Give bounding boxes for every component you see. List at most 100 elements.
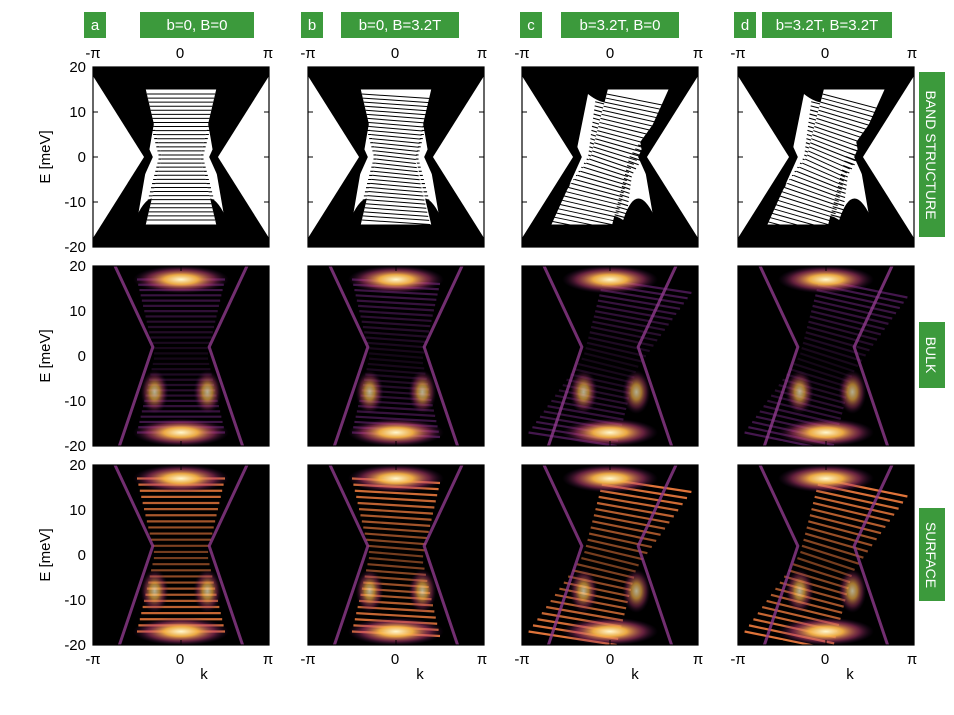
panel-b-bulk-spectral-line xyxy=(365,336,427,344)
tick-a-top-neg-pi: -π xyxy=(85,45,100,62)
panel-d-band-subband-line xyxy=(807,150,850,170)
panel-d-bulk-lobe-left xyxy=(785,370,814,414)
ytick-label-surface-3: -10 xyxy=(64,592,86,609)
panel-c-bulk-lobe-left xyxy=(569,370,598,414)
panel-c-title: b=3.2T, B=0 xyxy=(580,17,661,34)
panel-d-surface-spectral-line xyxy=(797,557,852,578)
panel-d-band-subband-line xyxy=(806,154,848,174)
tick-a-bot-pi: π xyxy=(263,651,273,668)
panel-d-band-subband-line xyxy=(811,138,859,158)
panel-b-band-subband-line xyxy=(366,113,426,120)
panel-d-surface-wing-r xyxy=(852,465,894,645)
row-label-bulk: BULK xyxy=(923,337,939,374)
panel-d-band-gap-interior xyxy=(757,89,895,225)
ytick-label-surface-0: 20 xyxy=(69,457,86,474)
panel-b-band-subband-line xyxy=(372,138,420,144)
ytick-label-band-4: -20 xyxy=(64,239,86,256)
panel-b-band-subband-line xyxy=(373,142,419,148)
panel-d-surface-spectral-line xyxy=(792,563,851,584)
tick-c-bot-pi: π xyxy=(693,651,703,668)
panel-c-band-subband-line xyxy=(583,166,627,182)
panel-d-surface-hotspot-bottom xyxy=(778,617,874,645)
panel-d-band-subband-line xyxy=(760,219,830,239)
row-label-surface: SURFACE xyxy=(923,522,939,588)
panel-c-surface-wing-l xyxy=(542,465,584,645)
panel-d-band-subband-line xyxy=(814,126,868,145)
panel-c-bulk-hotspot-bottom xyxy=(562,418,658,446)
panel-c-surface-spectral-line xyxy=(593,514,666,530)
panel-c-surface-wing-r xyxy=(636,465,678,645)
panel-c-bulk-spectral-line xyxy=(590,325,658,342)
panel-b-surface-spectral-line xyxy=(356,612,436,619)
panel-b-band-subband-line xyxy=(376,158,416,165)
panel-b-band xyxy=(308,67,484,247)
tick-c-top-zero: 0 xyxy=(606,45,614,62)
panel-c-band-subband-line xyxy=(598,126,652,141)
panel-a-bulk-lobe-right xyxy=(193,370,222,414)
panel-d-bulk-spectral-line xyxy=(801,347,859,368)
panel-d-bulk-spectral-line xyxy=(806,325,874,347)
panel-b-bulk-spectral-line xyxy=(366,341,426,349)
tick-a-bot-neg-pi: -π xyxy=(85,651,100,668)
panel-c-surface-spectral-line xyxy=(587,538,648,555)
ytick-label-bulk-0: 20 xyxy=(69,258,86,275)
panel-b-surface-spectral-line xyxy=(367,544,425,552)
y-tick-labels: 20 10 0 -10 -20 20 10 0 -10 -20 20 10 0 -10 -20 xyxy=(64,59,86,654)
panel-c-surface-spectral-line xyxy=(598,495,679,512)
panel-b-surface-spectral-line xyxy=(364,532,428,540)
ytick-label-surface-1: 10 xyxy=(69,502,86,519)
panel-b-bulk-spectral-line xyxy=(360,315,432,323)
panel-d-bulk-spectral-line xyxy=(809,315,882,336)
tick-c-top-neg-pi: -π xyxy=(514,45,529,62)
tick-d-bot-pi: π xyxy=(907,651,917,668)
panel-d-bulk-spectral-line xyxy=(799,352,855,373)
panel-b-bulk-spectral-line xyxy=(356,299,436,307)
panel-c-bulk-spectral-line xyxy=(597,299,677,316)
panel-a-bulk-hotspot-top xyxy=(133,266,229,294)
panel-c-band-subband-line xyxy=(550,211,616,226)
ylabel-surface: E [meV] xyxy=(37,528,54,581)
panel-c-title-tag xyxy=(561,12,679,38)
panel-a-surface-hotspot-bottom xyxy=(133,617,229,645)
panel-a-letter: a xyxy=(91,17,100,34)
panel-c-band-subband-line xyxy=(600,117,658,133)
ytick-label-surface-2: 0 xyxy=(78,547,86,564)
panel-c-bulk-spectral-line xyxy=(595,310,669,326)
panel-d-surface-spectral-line xyxy=(809,514,882,535)
panel-b-band-conduction-envelope xyxy=(308,67,484,247)
panel-c-band-subband-line xyxy=(597,130,649,145)
panel-tags: a b=0, B=0 b b=0, B=3.2T c b=3.2T, B=0 d… xyxy=(84,12,892,38)
ylabel-band: E [meV] xyxy=(37,130,54,183)
panel-c-band-subband-line xyxy=(595,138,643,153)
panel-b-surface-lobe-left xyxy=(355,569,384,613)
panel-a-band-conduction-envelope xyxy=(93,67,269,247)
panel-c-surface-spectral-line xyxy=(600,489,683,506)
tick-a-top-zero: 0 xyxy=(176,45,184,62)
bottom-x-ticks: -π 0 π -π 0 π -π 0 π -π 0 π k k k k xyxy=(85,651,917,683)
panel-c-band-subband-line xyxy=(590,154,631,169)
panel-b-band-subband-line xyxy=(364,105,428,112)
panel-c-band-right-empty xyxy=(646,76,698,238)
panel-grid xyxy=(92,66,915,646)
panel-b-band-subband-line xyxy=(361,219,431,225)
panel-d-surface-spectral-line xyxy=(811,508,886,529)
panel-b-band-subband-line xyxy=(361,93,431,99)
panel-b-surface-spectral-line xyxy=(367,563,425,570)
tick-d-bot-neg-pi: -π xyxy=(730,651,745,668)
panel-d-title-tag xyxy=(762,12,892,38)
panel-c-surface-lobe-left xyxy=(569,569,598,613)
panel-c-surface-lobe-right xyxy=(622,569,651,613)
panel-c-band-subband-line xyxy=(577,174,625,190)
panel-b-band-subband-line xyxy=(362,215,430,221)
panel-b-surface-wing-r xyxy=(422,465,464,645)
panel-d-bulk-spectral-line xyxy=(815,294,897,315)
panel-b-band-subband-line xyxy=(366,199,426,205)
panel-d-surface-spectral-line xyxy=(808,520,877,541)
tick-d-top-neg-pi: -π xyxy=(730,45,745,62)
panel-d-band-subband-line xyxy=(781,191,837,211)
panel-d-band-subband-line xyxy=(766,211,832,231)
panel-a-letter-tag xyxy=(84,12,106,38)
panel-b-band-right-empty xyxy=(432,76,484,238)
xlabel-b: k xyxy=(416,666,424,683)
ytick-label-band-0: 20 xyxy=(69,59,86,76)
